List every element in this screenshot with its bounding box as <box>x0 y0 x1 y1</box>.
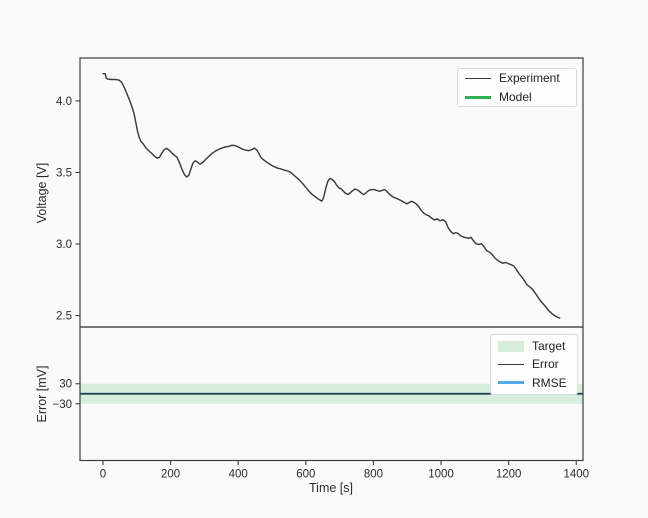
x-axis-label: Time [s] <box>309 481 353 495</box>
y-tick-label: 2.5 <box>56 311 72 323</box>
legend-item-target: Target <box>498 339 570 353</box>
experiment-line <box>102 72 561 319</box>
rmse-line-swatch <box>498 381 524 385</box>
top-legend: Experiment Model <box>457 68 577 107</box>
legend-item-model: Model <box>465 90 569 104</box>
axes-frames <box>79 57 584 462</box>
y-tick-label: 4.0 <box>56 96 72 108</box>
x-tick-label: 200 <box>161 469 180 481</box>
bottom-axes-frame <box>79 326 584 462</box>
legend-label: Target <box>532 339 566 354</box>
y-tick-label: 3.5 <box>56 167 72 179</box>
top-y-axis-label: Voltage [V] <box>35 163 49 223</box>
x-tick-label: 600 <box>296 469 315 481</box>
model-line <box>102 73 561 319</box>
legend-label: Model <box>499 90 532 104</box>
bottom-legend: Target Error RMSE <box>490 334 578 395</box>
legend-label: Experiment <box>499 71 560 85</box>
legend-label: RMSE <box>532 375 567 390</box>
x-tick-label: 400 <box>229 469 248 481</box>
experiment-line-swatch <box>465 77 491 79</box>
model-line-swatch <box>465 95 491 99</box>
x-tick-label: 800 <box>364 469 383 481</box>
legend-item-experiment: Experiment <box>465 71 569 85</box>
x-tick-label: 0 <box>100 469 106 481</box>
x-tick-label: 1200 <box>496 469 522 481</box>
x-tick-label: 1000 <box>428 469 454 481</box>
y-tick-label: 30 <box>59 379 72 391</box>
bottom-y-axis-label: Error [mV] <box>35 366 49 423</box>
y-tick-label: −30 <box>52 399 72 411</box>
legend-item-error: Error <box>498 357 570 371</box>
x-tick-label: 1400 <box>563 469 589 481</box>
target-band-swatch <box>498 340 524 352</box>
y-tick-label: 3.0 <box>56 239 72 251</box>
top-plot-area <box>102 72 561 319</box>
legend-label: Error <box>532 357 559 372</box>
legend-item-rmse: RMSE <box>498 376 570 390</box>
axis-ticks: 4.0 3.5 3.0 2.5 30 −30 0 200 400 600 800 1000 1200 14… <box>52 96 589 481</box>
error-line-swatch <box>498 363 524 365</box>
